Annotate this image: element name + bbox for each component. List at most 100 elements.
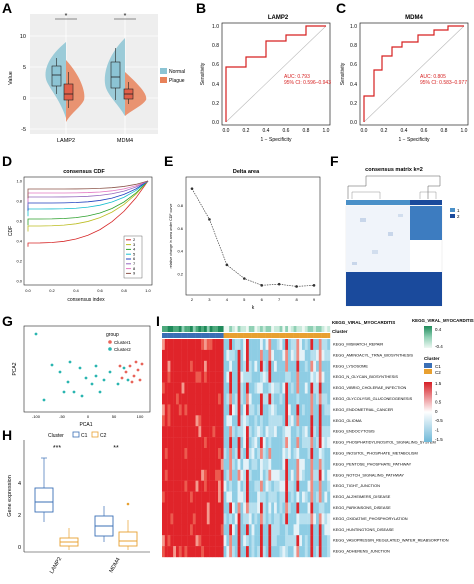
panel-i-heat-cell [316,546,319,558]
panel-i-heat-cell [187,404,191,416]
violin-mdm4-plague [125,72,147,116]
panel-e-point [295,285,298,288]
panel-i-heat-cell [254,371,258,383]
panel-i-heat-cell [201,393,205,405]
panel-i-heat-cell [288,404,291,416]
panel-i-heat-cell [218,360,221,372]
panel-i-heat-cell [209,339,213,351]
panel-i-heat-cell [218,513,221,525]
panel-g-point-cluster2 [72,390,76,394]
panel-i-heat-cell [276,535,280,547]
panel-i-heat-cell [274,491,277,503]
panel-i-heat-cell [170,502,174,514]
panel-i-heat-cell [178,360,182,372]
panel-i-heat-cell [176,491,179,503]
panel-i-heat-cell [276,339,280,351]
panel-i-heat-cell [321,448,325,460]
panel-i-heat-cell [282,448,286,460]
panel-i-heat-cell [170,339,174,351]
panel-i-heat-cell [243,349,247,361]
panel-i-top-cell [268,326,272,332]
panel-i-heat-cell [229,513,233,525]
panel-i-heat-cell [299,502,303,514]
panel-i-heat-cell [232,360,235,372]
panel-i-heat-cell [243,448,247,460]
panel-i-heat-cell [215,491,219,503]
panel-c: C MDM4 AUC: 0.805 95% CI: 0.583–0.977 0.… [336,0,469,143]
panel-i-heat-cell [290,339,294,351]
panel-i-heat-cell [285,524,289,536]
panel-i-heat-cell [184,546,188,558]
panel-i-heat-cell [232,546,235,558]
panel-i-heat-cell [164,480,168,492]
panel-d-legend-label: 5 [133,251,136,256]
panel-i-heat-cell [293,393,297,405]
panel-i-heat-cell [260,437,263,449]
panel-i-top-cell [164,326,168,332]
panel-i-heat-cell [206,480,210,492]
panel-i-heat-cell [310,393,314,405]
panel-i-heat-cell [215,502,219,514]
panel-i-heat-cell [181,371,185,383]
panel-i-top-cell [282,326,286,332]
panel-i-heat-cell [162,382,165,394]
panel-i-cluster-cell [232,333,235,338]
panel-a-ytick: 5 [23,65,26,71]
panel-i-heat-cell [293,480,297,492]
panel-i-heat-cell [173,535,177,547]
panel-i-heat-cell [226,491,230,503]
panel-i-row-label: KEGG_HUNTINGTONS_DISEASE [333,527,394,532]
panel-i-heat-cell [192,491,196,503]
panel-i-heat-cell [251,349,255,361]
panel-i-heat-cell [167,339,171,351]
panel-i-heat-cell [164,513,168,525]
panel-i-heat-cell [212,458,216,470]
panel-i-heat-cell [254,491,258,503]
panel-i-heat-cell [195,524,199,536]
panel-i-heat-cell [192,404,196,416]
panel-i-heat-cell [260,546,263,558]
panel-c-title: MDM4 [405,15,423,21]
panel-i-heat-cell [285,480,289,492]
panel-i-heat-cell [304,524,308,536]
panel-i-legend-swatch-c2 [424,369,432,374]
panel-i-heat-cell [206,415,210,427]
panel-i-heat-cell [220,382,224,394]
panel-i-heat-cell [290,480,294,492]
panel-b-roc-curve [225,25,326,122]
panel-g-point-cluster2 [126,378,130,382]
panel-i-heat-cell [310,382,314,394]
panel-i-cluster-cell [274,333,277,338]
panel-i-heat-cell [220,535,224,547]
panel-i-heat-cell [162,371,165,383]
panel-i-heat-cell [243,546,247,558]
panel-i-heat-cell [262,524,266,536]
panel-i-heat-cell [254,535,258,547]
panel-i-heat-cell [204,513,207,525]
panel-b-ytick: 0.8 [212,43,219,49]
panel-d-legend-label: 6 [133,256,136,261]
panel-b-diagonal [225,25,327,123]
panel-i-heat-cell [257,546,261,558]
panel-g-xtick: 0 [87,414,90,419]
panel-i-heat-cell [187,360,191,372]
panel-i-heat-cell [162,415,165,427]
panel-i-legend-swatch-c1 [424,363,432,368]
panel-i-heat-cell [212,513,216,525]
panel-i-heat-cell [240,382,244,394]
panel-i-heat-cell [240,371,244,383]
panel-i-heat-cell [274,524,277,536]
panel-i-heat-cell [313,502,317,514]
panel-f-cluster-bar-1 [346,200,410,205]
panel-i-heat-cell [187,524,191,536]
panel-i-heat-cell [248,426,252,438]
panel-h: H 0 2 4 Gene expression *** ** LAMP2 MDM… [2,427,150,575]
panel-i-heat-cell [184,382,188,394]
panel-i-heat-cell [307,360,311,372]
panel-i-heat-cell [265,524,269,536]
panel-i-heat-cell [254,546,258,558]
panel-i-heat-cell [321,535,325,547]
panel-i-top-cell [257,326,261,332]
panel-i-heat-cell [220,513,224,525]
panel-i-heat-cell [260,360,263,372]
